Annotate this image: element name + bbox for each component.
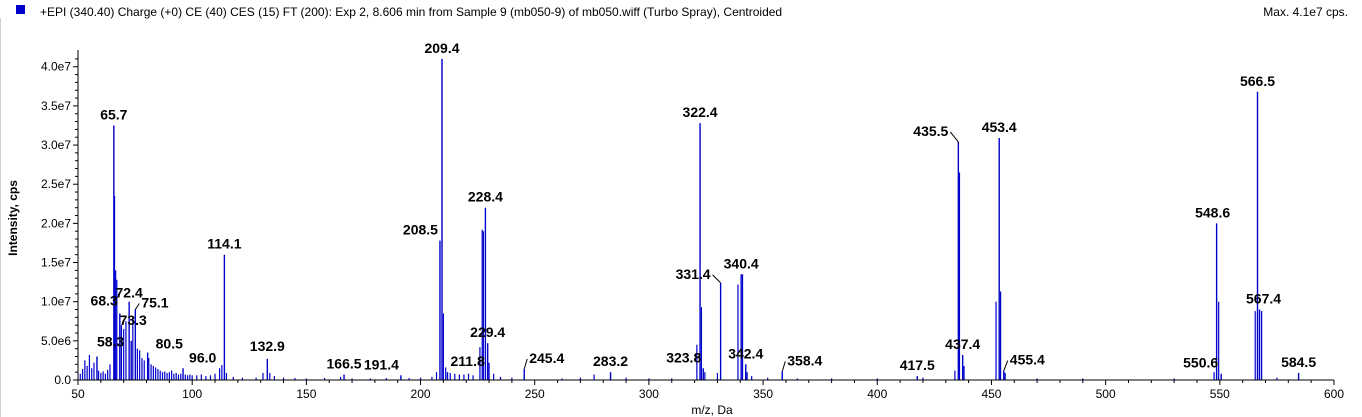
leader-line-455.4 bbox=[1003, 360, 1009, 371]
peak-label-435.5: 435.5 bbox=[913, 123, 948, 139]
peak-label-550.6: 550.6 bbox=[1183, 355, 1218, 371]
leader-line-75.1 bbox=[134, 303, 140, 310]
y-tick-label-5: 2.5e7 bbox=[41, 177, 71, 191]
y-tick-label-1: 5.0e6 bbox=[41, 334, 71, 348]
series-legend-swatch bbox=[16, 5, 25, 14]
x-tick-label-550: 550 bbox=[1210, 387, 1230, 401]
peak-label-group: 58.3 65.7 68.372.4 73.375.1 80.5 96.0 114.1 132… bbox=[91, 40, 1317, 373]
x-tick-label-200: 200 bbox=[411, 387, 431, 401]
peak-label-132.9: 132.9 bbox=[250, 338, 285, 354]
peak-label-584.5: 584.5 bbox=[1281, 354, 1316, 370]
x-tick-label-300: 300 bbox=[639, 387, 659, 401]
label-leader-group bbox=[134, 131, 1009, 372]
major-peak-group bbox=[96, 58, 1300, 380]
y-tick-label-4: 2.0e7 bbox=[41, 216, 71, 230]
x-tick-group: 50 100 150 200 250 300 350 400 450 500 550 600 bbox=[71, 380, 1344, 401]
leader-line-331.4 bbox=[712, 274, 721, 284]
peak-label-166.5: 166.5 bbox=[327, 356, 362, 372]
x-tick-label-500: 500 bbox=[1096, 387, 1116, 401]
peak-label-455.4: 455.4 bbox=[1010, 352, 1045, 368]
y-axis-title: Intensity, cps bbox=[6, 180, 20, 256]
peak-label-65.7: 65.7 bbox=[100, 106, 127, 122]
x-tick-label-50: 50 bbox=[71, 387, 85, 401]
peak-label-72.4: 72.4 bbox=[116, 285, 143, 301]
y-tick-label-8: 4.0e7 bbox=[41, 60, 71, 74]
leader-line-435.5 bbox=[949, 131, 959, 143]
peak-label-191.4: 191.4 bbox=[364, 356, 399, 372]
peak-label-548.6: 548.6 bbox=[1195, 204, 1230, 220]
x-tick-label-450: 450 bbox=[981, 387, 1001, 401]
peak-label-209.4: 209.4 bbox=[424, 40, 459, 56]
x-tick-label-100: 100 bbox=[182, 387, 202, 401]
peak-label-417.5: 417.5 bbox=[900, 357, 935, 373]
chart-frame-left-edge bbox=[0, 18, 1, 417]
x-tick-label-150: 150 bbox=[296, 387, 316, 401]
peak-label-229.4: 229.4 bbox=[470, 324, 505, 340]
peak-label-68.3: 68.3 bbox=[91, 292, 118, 308]
leader-line-358.4 bbox=[781, 361, 786, 372]
x-tick-label-400: 400 bbox=[867, 387, 887, 401]
peak-label-342.4: 342.4 bbox=[728, 345, 763, 361]
axes-group bbox=[77, 50, 1334, 381]
y-tick-label-2: 1.0e7 bbox=[41, 295, 71, 309]
spectrum-header: +EPI (340.40) Charge (+0) CE (40) CES (1… bbox=[0, 0, 1362, 24]
peak-label-96.0: 96.0 bbox=[189, 349, 216, 365]
peak-label-283.2: 283.2 bbox=[593, 353, 628, 369]
peak-label-340.4: 340.4 bbox=[724, 255, 759, 271]
peak-label-208.5: 208.5 bbox=[403, 222, 438, 238]
peak-label-80.5: 80.5 bbox=[156, 336, 183, 352]
peak-label-437.4: 437.4 bbox=[945, 336, 980, 352]
x-axis-title: m/z, Da bbox=[691, 403, 733, 417]
peak-label-245.4: 245.4 bbox=[529, 350, 564, 366]
peak-label-228.4: 228.4 bbox=[468, 189, 503, 205]
spectrum-title: +EPI (340.40) Charge (+0) CE (40) CES (1… bbox=[40, 5, 783, 19]
peak-label-75.1: 75.1 bbox=[141, 295, 168, 311]
peak-label-58.3: 58.3 bbox=[97, 334, 124, 350]
x-tick-label-250: 250 bbox=[525, 387, 545, 401]
y-tick-label-0: 0.0 bbox=[54, 373, 71, 387]
peak-label-211.8: 211.8 bbox=[450, 353, 484, 369]
peak-label-453.4: 453.4 bbox=[982, 119, 1017, 135]
peak-label-114.1: 114.1 bbox=[207, 236, 241, 252]
leader-line-245.4 bbox=[523, 358, 528, 370]
peak-label-73.3: 73.3 bbox=[120, 312, 147, 328]
x-tick-label-600: 600 bbox=[1324, 387, 1344, 401]
y-tick-label-7: 3.5e7 bbox=[41, 99, 71, 113]
y-tick-group: 0.0 5.0e6 1.0e7 1.5e7 2.0e7 2.5e7 3.0e7 3.5e7 4.… bbox=[41, 58, 78, 387]
peak-label-566.5: 566.5 bbox=[1240, 73, 1275, 89]
peak-label-323.8: 323.8 bbox=[666, 349, 701, 365]
x-tick-label-350: 350 bbox=[753, 387, 773, 401]
peak-label-567.4: 567.4 bbox=[1246, 291, 1281, 307]
peak-label-331.4: 331.4 bbox=[676, 266, 711, 282]
y-tick-label-6: 3.0e7 bbox=[41, 138, 71, 152]
y-tick-label-3: 1.5e7 bbox=[41, 256, 71, 270]
peak-label-322.4: 322.4 bbox=[683, 104, 718, 120]
peak-label-358.4: 358.4 bbox=[787, 352, 822, 368]
max-intensity-label: Max. 4.1e7 cps. bbox=[1263, 5, 1348, 19]
